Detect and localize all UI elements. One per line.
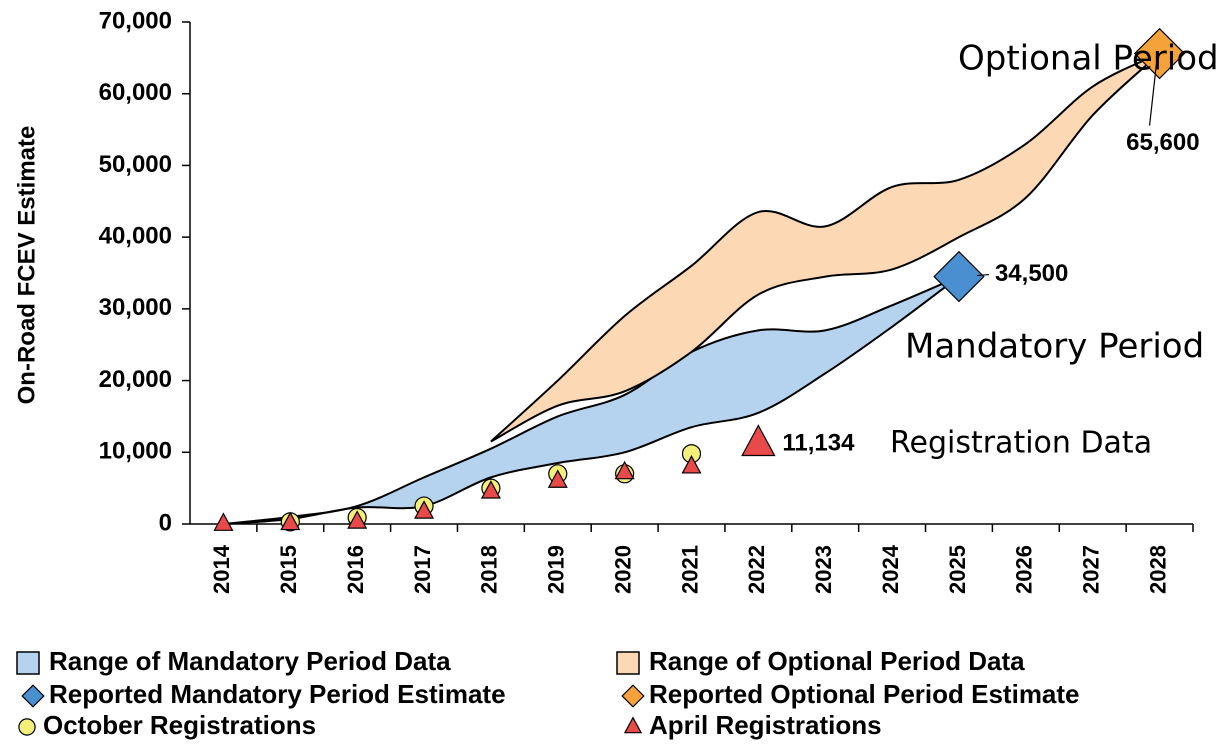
x-tick-label: 2026 [1012,545,1037,594]
diamond-marker [1133,27,1186,80]
y-tick-label: 70,000 [99,7,172,34]
triangle-marker [280,511,301,531]
triangle-marker [623,716,643,734]
legend-label: Reported Optional Period Estimate [649,679,1080,709]
y-tick-label: 30,000 [99,294,172,321]
range-area [223,276,959,524]
triangle-marker [547,469,568,488]
x-tick-label: 2015 [276,545,301,594]
legend-label: Range of Optional Period Data [649,646,1025,676]
value-label: 34,500 [995,260,1068,287]
range-area [490,53,1160,442]
leader-line [1148,53,1159,126]
triangle-marker [614,460,635,480]
legend-item: Range of Mandatory Period Data [16,646,451,676]
diamond-marker [621,684,645,708]
y-tick-label: 0 [159,509,172,536]
x-tick-label: 2021 [677,545,702,594]
x-tick-label: 2016 [343,545,368,594]
y-tick-label: 60,000 [99,79,172,106]
x-tick-label: 2017 [410,545,435,594]
legend-swatch [616,651,640,675]
legend-label: April Registrations [649,710,882,740]
x-tick-label: 2024 [878,544,903,594]
x-tick-label: 2018 [477,545,502,594]
x-tick-label: 2019 [544,545,569,594]
legend-label: Range of Mandatory Period Data [49,646,451,676]
leader-line [976,273,990,277]
x-tick-label: 2028 [1145,545,1170,594]
x-tick-label: 2014 [209,544,234,594]
legend-item: Range of Optional Period Data [616,646,1025,676]
value-label: 65,600 [1126,129,1199,156]
triangle-marker [213,512,234,531]
x-tick-label: 2022 [744,545,769,594]
y-tick-label: 50,000 [99,151,172,178]
triangle-marker [681,455,702,474]
legend-item: Reported Mandatory Period Estimate [21,679,506,709]
legend-item: Reported Optional Period Estimate [621,679,1080,709]
triangle-marker [347,510,368,529]
value-label: 11,134 [782,429,855,456]
circle-marker [18,718,36,736]
legend-label: Reported Mandatory Period Estimate [49,679,506,709]
legend-label: October Registrations [43,710,316,740]
triangle-marker [741,424,776,457]
legend-item: October Registrations [18,710,316,740]
y-tick-label: 10,000 [99,438,172,465]
legend-swatch [16,651,40,675]
range-upper-line [490,52,1161,443]
y-tick-label: 40,000 [99,222,172,249]
triangle-marker [480,480,501,499]
annotation: Optional Period [958,39,1219,79]
y-tick-label: 20,000 [99,366,172,393]
x-tick-label: 2027 [1079,545,1104,594]
legend-item: April Registrations [623,710,882,740]
diamond-marker [933,250,985,303]
x-tick-label: 2020 [610,545,635,594]
range-lower-line [223,275,960,525]
y-axis-title: On-Road FCEV Estimate [13,126,40,405]
triangle-marker [414,500,435,519]
annotation: Registration Data [890,426,1152,461]
x-tick-label: 2023 [811,545,836,594]
range-lower-line [490,52,1161,443]
diamond-marker [21,684,45,708]
annotation: Mandatory Period [905,327,1204,367]
x-tick-label: 2025 [945,545,970,594]
range-upper-line [223,275,960,525]
